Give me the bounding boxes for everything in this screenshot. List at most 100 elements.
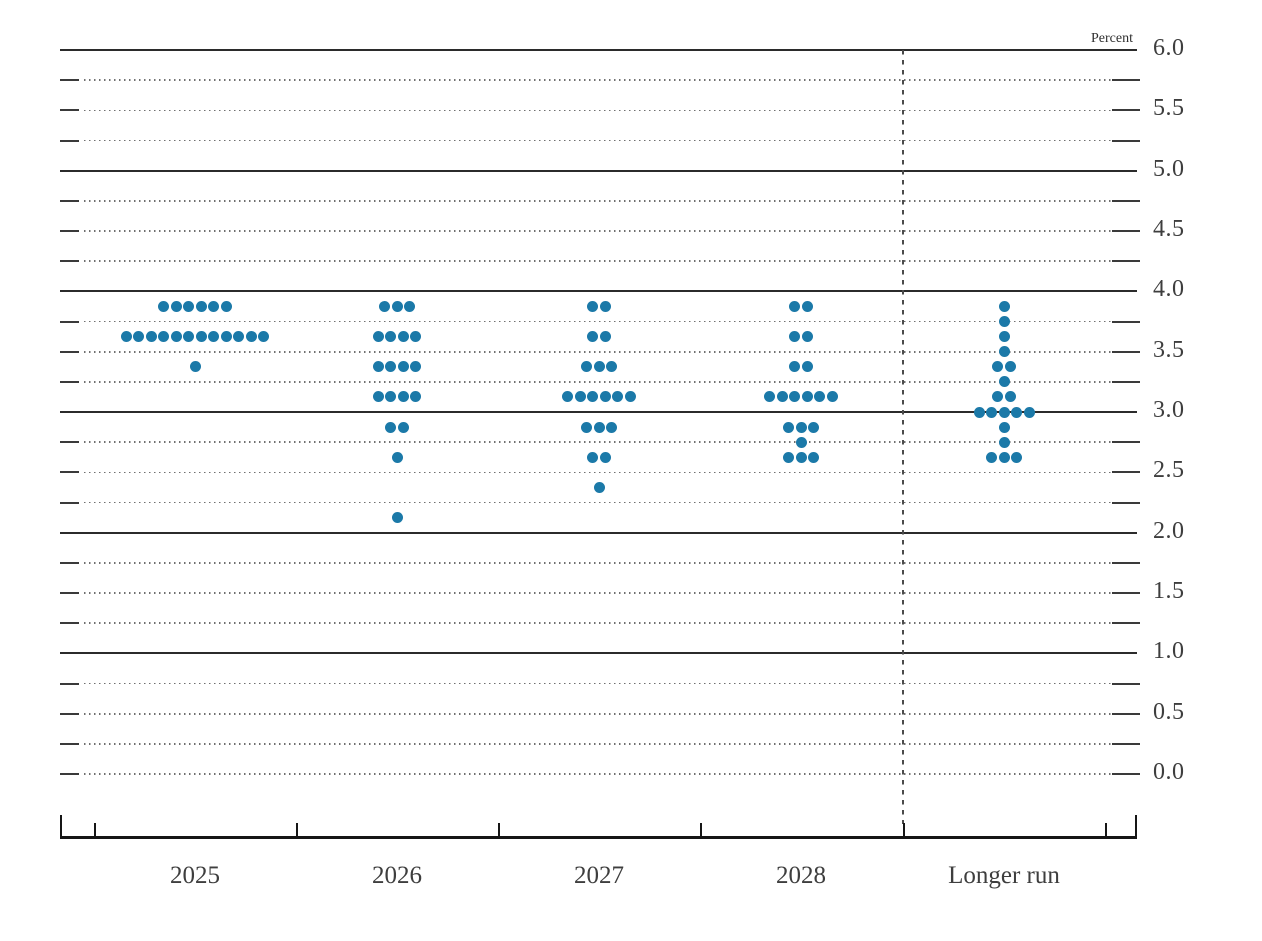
gridline-left-tick	[60, 682, 79, 685]
x-axis-tick	[94, 823, 97, 836]
projection-dot	[789, 391, 801, 403]
projection-dot	[397, 361, 409, 373]
projection-dot	[372, 391, 384, 403]
y-axis-label: 6.0	[1153, 35, 1185, 61]
gridline-right-tick	[1112, 441, 1140, 444]
gridline-right-tick	[1112, 682, 1140, 685]
gridline-left-tick	[60, 471, 79, 474]
projection-dot	[372, 331, 384, 343]
gridline-left-tick	[60, 712, 79, 715]
gridline-right-tick	[1112, 260, 1140, 263]
gridline-dotted	[84, 200, 1112, 202]
projection-dot	[120, 331, 132, 343]
projection-dot	[404, 300, 415, 312]
gridline-dotted	[84, 139, 1112, 142]
gridline-solid	[60, 49, 1137, 51]
gridline-dotted	[84, 562, 1112, 564]
projection-dot	[391, 512, 403, 524]
projection-dot	[1023, 406, 1035, 418]
gridline-right-tick	[1112, 230, 1140, 232]
projection-dot	[801, 361, 813, 373]
projection-dot	[606, 421, 617, 433]
projection-dot	[789, 361, 801, 373]
projection-dot	[998, 331, 1010, 343]
gridline-right-tick	[1112, 109, 1140, 112]
projection-dot	[379, 300, 390, 312]
projection-dot	[581, 421, 592, 433]
x-axis-end-tick	[1135, 815, 1138, 836]
projection-dot	[783, 451, 794, 463]
longer-run-separator-line	[902, 50, 904, 824]
gridline-right-tick	[1112, 350, 1140, 353]
gridline-right-tick	[1112, 320, 1140, 323]
x-axis-tick	[700, 823, 703, 836]
projection-dot	[599, 451, 611, 463]
projection-dot	[795, 436, 807, 448]
projection-dot	[593, 481, 605, 493]
gridline-dotted	[84, 743, 1112, 745]
projection-dot	[808, 451, 819, 463]
gridline-left-tick	[60, 380, 79, 383]
gridline-right-tick	[1112, 773, 1140, 775]
projection-dot	[195, 331, 207, 343]
gridline-solid	[60, 652, 1137, 655]
projection-dot	[183, 331, 195, 343]
projection-dot	[195, 300, 207, 312]
y-axis-label: 5.5	[1153, 95, 1185, 122]
gridline-left-tick	[60, 561, 79, 564]
projection-dot	[587, 300, 599, 312]
gridline-right-tick	[1112, 742, 1140, 745]
gridline-dotted	[84, 682, 1112, 685]
gridline-left-tick	[60, 320, 79, 323]
projection-dot	[410, 331, 422, 343]
y-axis-label: 1.5	[1153, 578, 1185, 604]
projection-dot	[973, 406, 985, 418]
y-axis-label: 5.0	[1153, 155, 1185, 182]
projection-dot	[385, 391, 397, 403]
projection-dot	[1011, 406, 1022, 418]
projection-dot	[410, 391, 422, 403]
projection-dot	[998, 300, 1010, 312]
gridline-dotted	[84, 501, 1112, 504]
projection-dot	[801, 300, 813, 312]
x-axis-tick	[296, 823, 299, 836]
projection-dot	[986, 451, 997, 463]
x-axis-line	[60, 836, 1137, 839]
projection-dot	[599, 300, 611, 312]
gridline-right-tick	[1112, 79, 1140, 82]
projection-dot	[587, 391, 599, 403]
x-axis-category-label: 2028	[776, 862, 826, 889]
projection-dot	[998, 421, 1010, 433]
projection-dot	[145, 331, 157, 343]
gridline-left-tick	[60, 139, 79, 142]
gridline-left-tick	[60, 441, 79, 444]
projection-dot	[826, 391, 838, 403]
gridline-right-tick	[1112, 712, 1140, 715]
gridline-dotted	[84, 381, 1112, 383]
projection-dot	[612, 391, 624, 403]
projection-dot	[795, 421, 807, 433]
projection-dot	[998, 316, 1010, 327]
projection-dot	[391, 451, 403, 463]
projection-dot	[258, 331, 270, 343]
projection-dot	[599, 391, 611, 403]
projection-dot	[410, 361, 422, 373]
y-axis-label: 0.0	[1153, 759, 1185, 785]
projection-dot	[814, 391, 826, 403]
projection-dot	[133, 331, 145, 343]
y-axis-label: 2.0	[1153, 517, 1185, 544]
gridline-left-tick	[60, 230, 79, 232]
gridline-left-tick	[60, 350, 79, 353]
gridline-right-tick	[1112, 501, 1140, 504]
projection-dot	[385, 421, 397, 433]
x-axis-category-label: Longer run	[948, 862, 1060, 889]
gridline-dotted	[84, 260, 1112, 263]
gridline-solid	[60, 290, 1137, 293]
projection-dot	[220, 300, 232, 312]
y-axis-label: 0.5	[1153, 698, 1185, 725]
y-axis-label: 2.5	[1153, 457, 1185, 484]
projection-dot	[776, 391, 788, 403]
projection-dot	[170, 300, 182, 312]
gridline-right-tick	[1112, 380, 1140, 383]
